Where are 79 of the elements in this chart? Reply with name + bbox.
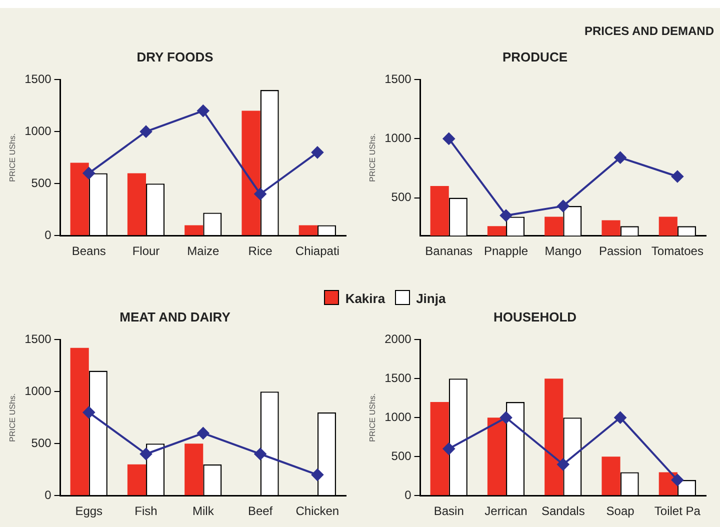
x-tick-label: Rice [248,244,273,258]
point [500,412,512,424]
x-tick-label: Maize [187,244,220,258]
bar [487,418,506,496]
y-tick-label: 2000 [384,332,412,346]
chart-title: HOUSEHOLD [493,309,577,324]
bar [602,456,620,496]
bar [242,110,260,236]
x-tick-label: Pnapple [484,244,528,258]
point [442,442,455,455]
y-tick-label: 1500 [24,332,52,346]
y-tick-label: 0 [404,488,412,502]
chart-title: PRODUCE [502,49,568,64]
x-tick-label: Bananas [425,244,473,258]
point [557,458,570,470]
legend-label: Jinja [415,290,446,306]
y-tick-label: 1000 [24,124,52,138]
bar [544,378,564,496]
bar [298,225,318,236]
y-tick-label: 500 [31,436,52,450]
y-axis-title: PRICE UShs. [368,133,378,182]
y-tick-label: 500 [391,448,412,463]
x-tick-label: Milk [192,504,215,518]
point [254,188,266,200]
x-tick-label: Beans [72,244,106,258]
legend-label: Kakira [344,290,386,306]
point [197,427,210,440]
bar [127,464,146,496]
x-tick-label: Mango [544,244,582,258]
point [614,152,626,164]
point [82,167,95,180]
bar [70,348,89,496]
chart-title: MEAT AND DAIRY [120,309,231,324]
point [500,210,512,222]
x-tick-label: Jerrican [484,504,528,518]
y-axis-title: PRICE UShs. [8,393,18,442]
x-tick-label: Sandals [541,504,585,518]
bar [70,162,89,236]
text: PRICES AND DEMAND [584,24,714,38]
point [671,170,684,183]
point [442,132,455,145]
x-tick-label: Fish [134,504,158,518]
chart-title: DRY FOODS [136,49,214,64]
point [557,200,570,212]
point [614,412,626,424]
y-tick-label: 1000 [384,131,412,146]
point [311,146,324,158]
x-tick-label: Basin [434,504,464,518]
bar [184,444,204,496]
x-tick-label: Toilet Pa [654,504,701,518]
y-tick-label: 1500 [24,72,52,86]
x-tick-label: Eggs [75,504,103,518]
point [140,126,152,138]
x-tick-label: Chicken [296,504,340,518]
point [140,448,152,460]
bar [184,225,204,236]
point [197,104,210,117]
x-tick-label: Flour [132,244,160,258]
point [311,468,324,481]
point [82,406,95,418]
y-tick-label: 1500 [384,370,412,385]
point [254,448,266,460]
y-tick-label: 0 [44,228,52,242]
y-axis-title: PRICE UShs. [368,393,378,442]
x-tick-label: Passion [598,244,642,258]
y-tick-label: 1000 [24,384,52,398]
y-tick-label: 500 [31,176,52,190]
x-tick-label: Beef [248,504,274,518]
x-tick-label: Chiapati [295,244,340,258]
y-tick-label: 500 [391,190,412,204]
y-tick-label: 1000 [384,410,412,424]
y-axis-title: PRICE UShs. [8,133,18,182]
point [671,474,684,486]
y-tick-label: 0 [44,488,52,502]
bar [127,173,146,236]
y-tick-label: 1500 [384,72,412,86]
x-tick-label: Soap [606,504,635,518]
x-tick-label: Tomatoes [651,244,704,258]
bar [430,402,449,496]
